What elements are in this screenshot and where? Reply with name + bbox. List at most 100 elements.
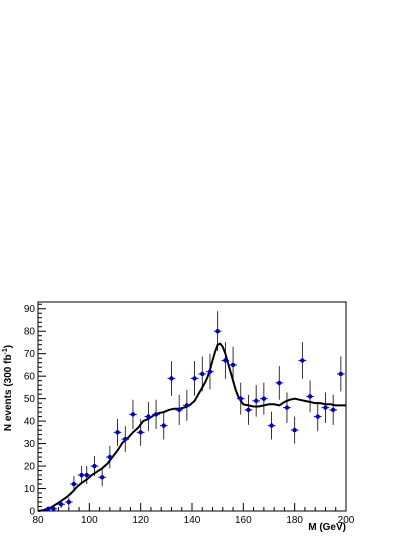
data-marker	[130, 412, 136, 417]
x-tick-label: 120	[132, 515, 149, 526]
data-point	[113, 418, 122, 446]
data-marker	[230, 362, 236, 368]
data-marker	[138, 430, 143, 435]
data-point	[144, 402, 153, 432]
data-point	[167, 361, 176, 396]
data-point	[57, 500, 65, 509]
y-axis-ticks	[38, 303, 46, 512]
data-point	[129, 399, 137, 429]
data-marker	[115, 430, 120, 435]
data-marker	[238, 396, 243, 401]
data-marker	[338, 371, 344, 377]
data-marker	[176, 407, 182, 413]
data-point	[306, 380, 314, 413]
y-axis-title: N events (300 fb-1)	[2, 345, 14, 431]
data-marker	[184, 403, 190, 408]
x-tick-label: 160	[235, 515, 252, 526]
x-axis-tick-labels: 80 100 120 140 160 180 200	[32, 515, 354, 526]
y-axis-title-main: N events (300 fb	[3, 354, 14, 431]
data-marker	[307, 394, 313, 399]
data-marker	[92, 463, 97, 469]
data-marker	[269, 423, 274, 428]
data-point	[260, 382, 268, 415]
data-marker	[323, 405, 328, 410]
data-marker	[79, 472, 84, 478]
data-point	[229, 346, 237, 384]
data-marker	[261, 396, 267, 401]
data-point	[321, 392, 330, 423]
data-marker	[153, 412, 159, 417]
data-marker	[58, 502, 64, 507]
y-tick-label: 0	[29, 507, 35, 518]
data-marker	[66, 499, 72, 505]
data-marker	[315, 414, 320, 419]
data-point	[198, 356, 207, 392]
data-point	[106, 445, 114, 469]
data-point	[329, 394, 338, 425]
data-point	[244, 394, 253, 425]
data-marker	[46, 506, 51, 511]
data-point	[49, 506, 58, 511]
x-axis-title: M (GeV)	[308, 522, 346, 533]
data-marker	[192, 376, 197, 381]
data-marker	[292, 427, 297, 433]
x-axis-ticks	[37, 503, 347, 511]
y-tick-label: 30	[24, 439, 36, 450]
y-tick-label: 10	[24, 484, 36, 495]
y-tick-label: 80	[24, 327, 36, 338]
data-point	[82, 466, 91, 485]
data-point	[221, 342, 230, 379]
data-point	[337, 356, 345, 392]
data-marker	[71, 481, 77, 487]
data-marker	[330, 407, 336, 413]
x-tick-label: 180	[286, 515, 303, 526]
data-point	[275, 366, 284, 400]
data-marker	[253, 398, 259, 404]
data-marker	[169, 376, 174, 381]
data-point	[206, 353, 214, 390]
y-tick-label: 50	[24, 394, 36, 405]
data-marker	[161, 423, 166, 428]
data-marker	[207, 369, 213, 374]
data-point	[213, 311, 222, 352]
y-axis-title-close: )	[3, 345, 14, 348]
y-tick-label: 90	[24, 304, 36, 315]
data-marker	[223, 358, 228, 363]
x-tick-label: 140	[184, 515, 201, 526]
y-tick-label: 20	[24, 462, 36, 473]
data-point	[136, 418, 145, 446]
data-point	[267, 411, 276, 440]
data-point	[159, 411, 168, 440]
x-tick-label: 100	[81, 515, 98, 526]
y-axis-tick-labels: 0 10 20 30 40 50 60 70 80 90	[24, 304, 36, 517]
data-marker	[84, 472, 89, 478]
data-point	[183, 389, 191, 421]
data-marker	[215, 329, 220, 334]
data-marker	[99, 475, 105, 480]
data-marker	[123, 436, 128, 442]
fit-curve	[37, 342, 346, 512]
x-tick-label: 80	[32, 515, 44, 526]
data-marker	[277, 380, 282, 386]
data-point	[64, 497, 73, 507]
data-marker	[246, 407, 251, 413]
y-tick-label: 60	[24, 372, 36, 383]
data-point	[152, 399, 160, 429]
x-tick-label: 200	[338, 515, 355, 526]
y-tick-label: 70	[24, 349, 36, 360]
data-marker	[284, 405, 290, 410]
data-point	[121, 426, 130, 452]
data-point	[283, 392, 291, 423]
data-point	[190, 361, 199, 396]
plot-frame	[37, 301, 347, 512]
data-marker	[200, 371, 205, 377]
data-marker	[51, 506, 56, 511]
y-tick-label: 40	[24, 417, 36, 428]
data-point	[98, 468, 107, 487]
y-axis-title-sup: -1	[2, 348, 9, 354]
data-marker	[146, 414, 151, 419]
data-point	[236, 382, 245, 415]
data-points	[44, 311, 345, 511]
data-marker	[300, 358, 305, 363]
